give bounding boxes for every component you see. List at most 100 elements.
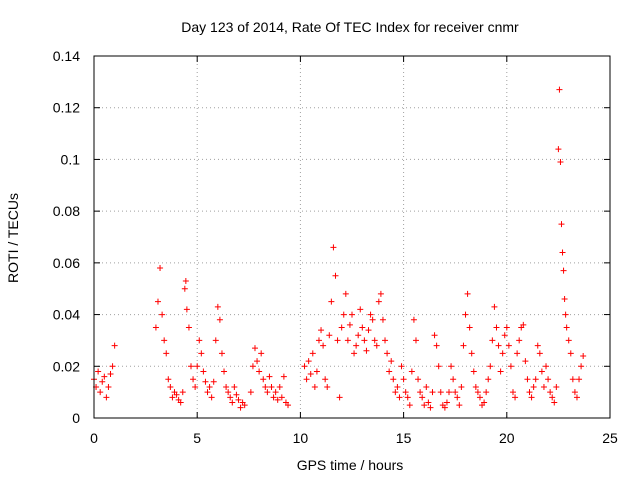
data-point [202, 378, 209, 385]
data-point [427, 404, 434, 411]
data-point [161, 337, 168, 344]
data-point [443, 399, 450, 406]
data-point [382, 337, 389, 344]
data-point [573, 394, 580, 401]
data-point [559, 249, 566, 256]
data-point [421, 402, 428, 409]
data-point [266, 373, 273, 380]
data-point [315, 337, 322, 344]
data-point [338, 324, 345, 331]
data-point [507, 363, 514, 370]
data-point [557, 159, 564, 166]
data-point [177, 399, 184, 406]
data-point [260, 376, 267, 383]
data-point [476, 394, 483, 401]
data-point [359, 324, 366, 331]
data-point [394, 383, 401, 390]
data-point [313, 368, 320, 375]
data-point [227, 394, 234, 401]
data-point [509, 389, 516, 396]
data-point [558, 221, 565, 228]
y-tick-label: 0.08 [53, 203, 80, 219]
data-point [216, 316, 223, 323]
data-point [276, 383, 283, 390]
data-point [435, 363, 442, 370]
data-point [406, 402, 413, 409]
data-point [179, 389, 186, 396]
data-point [196, 337, 203, 344]
data-point [210, 378, 217, 385]
data-point [505, 342, 512, 349]
data-point [516, 337, 523, 344]
data-point [556, 86, 563, 93]
data-point [367, 311, 374, 318]
data-point [576, 376, 583, 383]
data-point [375, 298, 382, 305]
data-point [270, 394, 277, 401]
data-point [328, 298, 335, 305]
data-point [305, 358, 312, 365]
data-point [379, 316, 386, 323]
data-point [237, 404, 244, 411]
data-point [470, 368, 477, 375]
data-point [452, 389, 459, 396]
data-point [499, 350, 506, 357]
axis-ticks [93, 55, 611, 419]
data-point [425, 399, 432, 406]
data-point [412, 337, 419, 344]
data-point [530, 383, 537, 390]
y-tick-label: 0.04 [53, 307, 80, 323]
data-point [173, 391, 180, 398]
data-point [462, 311, 469, 318]
x-tick-label: 15 [396, 430, 412, 446]
data-point [448, 363, 455, 370]
data-point [433, 342, 440, 349]
data-point [524, 376, 531, 383]
y-tick-label: 0.02 [53, 358, 80, 374]
data-point [493, 324, 500, 331]
data-point [235, 396, 242, 403]
x-tick-label: 5 [193, 430, 201, 446]
data-point [466, 324, 473, 331]
data-point [396, 394, 403, 401]
data-point [569, 376, 576, 383]
data-point [528, 394, 535, 401]
data-point [419, 394, 426, 401]
x-tick-label: 10 [293, 430, 309, 446]
data-point [182, 277, 189, 284]
data-point [441, 404, 448, 411]
data-point [437, 389, 444, 396]
data-point [249, 363, 256, 370]
data-point [497, 368, 504, 375]
data-point [344, 337, 351, 344]
data-point [247, 389, 254, 396]
data-point [152, 324, 159, 331]
data-point [408, 368, 415, 375]
data-point [491, 303, 498, 310]
data-point [221, 368, 228, 375]
tick-labels: 0 5 10 15 20 25 0 0.02 0.04 0.06 0.08 0.1 0.12 0.14 [53, 48, 618, 446]
data-point [390, 376, 397, 383]
data-point [200, 368, 207, 375]
data-point [481, 399, 488, 406]
data-point [365, 327, 372, 334]
data-point [363, 347, 370, 354]
data-point [218, 350, 225, 357]
data-point [214, 303, 221, 310]
data-points [91, 86, 587, 411]
data-point [464, 290, 471, 297]
data-point [555, 146, 562, 153]
data-point [303, 376, 310, 383]
data-point [487, 363, 494, 370]
y-tick-label: 0.14 [53, 48, 80, 64]
x-axis-label: GPS time / hours [297, 457, 404, 473]
data-point [154, 298, 161, 305]
data-point [417, 389, 424, 396]
data-point [332, 272, 339, 279]
data-point [342, 290, 349, 297]
data-point [258, 350, 265, 357]
data-point [543, 363, 550, 370]
data-point [532, 376, 539, 383]
data-point [402, 389, 409, 396]
data-point [560, 267, 567, 274]
